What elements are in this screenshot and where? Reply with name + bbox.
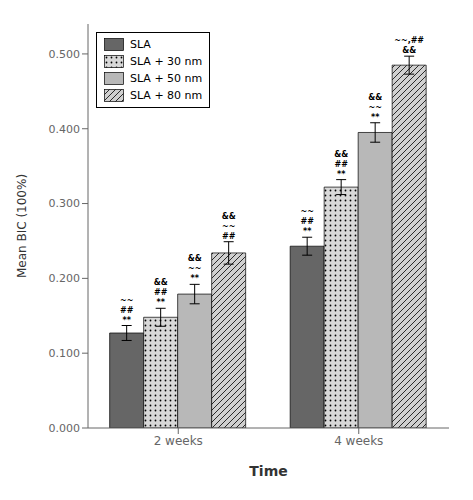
svg-text:##: ## (300, 217, 314, 226)
svg-text:**: ** (190, 274, 199, 283)
svg-text:0.400: 0.400 (49, 123, 81, 136)
svg-text:~~: ~~ (222, 222, 235, 231)
svg-text:**: ** (303, 227, 312, 236)
svg-text:~~,##: ~~,## (394, 36, 424, 45)
svg-text:&&: && (402, 46, 416, 55)
svg-text:##: ## (154, 288, 168, 297)
svg-text:0.200: 0.200 (49, 272, 81, 285)
svg-text:~~: ~~ (368, 103, 381, 112)
svg-text:0.000: 0.000 (49, 422, 81, 435)
svg-text:Time: Time (249, 463, 287, 479)
svg-text:**: ** (371, 113, 380, 122)
svg-text:##: ## (120, 306, 134, 315)
svg-text:**: ** (337, 170, 346, 179)
svg-text:&&: && (188, 254, 202, 263)
svg-text:&&: && (368, 93, 382, 102)
html-text:SLA + 80 nm: SLA + 80 nm (130, 89, 203, 102)
svg-text:0.300: 0.300 (49, 197, 81, 210)
svg-text:~~: ~~ (300, 207, 313, 216)
html-text:SLA: SLA (130, 38, 151, 51)
svg-text:~~: ~~ (120, 296, 133, 305)
svg-text:**: ** (156, 298, 165, 307)
svg-text:**: ** (122, 316, 131, 325)
svg-text:##: ## (222, 232, 236, 241)
svg-text:4 weeks: 4 weeks (334, 434, 383, 448)
svg-text:&&: && (334, 150, 348, 159)
svg-text:0.500: 0.500 (49, 48, 81, 61)
svg-text:&&: && (222, 212, 236, 221)
html-text:SLA + 30 nm: SLA + 30 nm (130, 55, 203, 68)
svg-text:##: ## (334, 160, 348, 169)
svg-text:~~: ~~ (188, 264, 201, 273)
svg-text:&&: && (154, 278, 168, 287)
html-text:SLA + 50 nm: SLA + 50 nm (130, 72, 203, 85)
svg-text:Mean BIC (100%): Mean BIC (100%) (15, 174, 29, 278)
svg-text:2 weeks: 2 weeks (154, 434, 203, 448)
svg-text:0.100: 0.100 (49, 347, 81, 360)
